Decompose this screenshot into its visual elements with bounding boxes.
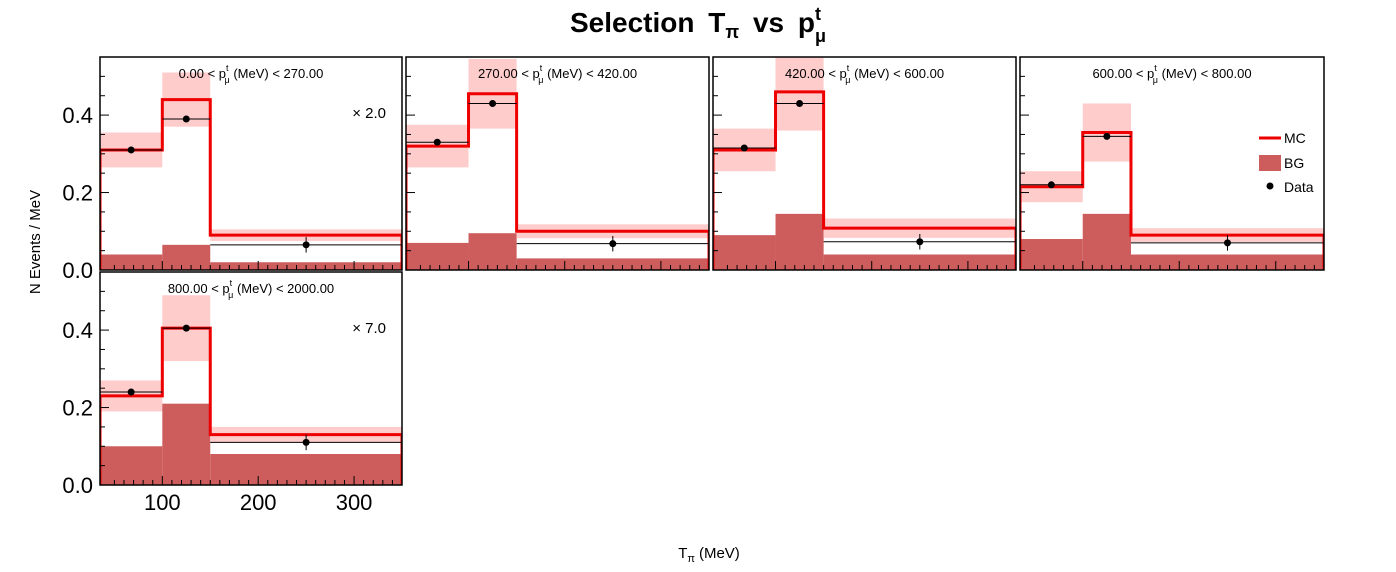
bg-bar — [516, 258, 709, 270]
data-point — [796, 99, 804, 107]
data-point — [740, 144, 748, 152]
panel-plot-area — [713, 57, 1016, 270]
data-point — [609, 240, 617, 248]
mc-histogram — [1020, 131, 1324, 270]
legend-bg-label: BG — [1284, 155, 1304, 171]
data-point — [182, 324, 190, 332]
panels-group: 0.00 < pt μ (MeV) < 270.00 × 2.0 0.0 0.2 0.4 2… — [62, 56, 1325, 515]
mc-error-band — [775, 57, 824, 131]
data-point — [127, 146, 135, 154]
panel-5: 800.00 < pt μ (MeV) < 2000.00 × 7.0 0.0 0.2 0… — [62, 271, 403, 515]
y-tick-label: 0.4 — [62, 318, 93, 343]
bg-bar — [406, 242, 469, 270]
y-axis-label: N Events / MeV — [27, 190, 44, 294]
panel-frame — [712, 56, 1017, 271]
x-tick-label: 200 — [240, 490, 277, 515]
panel-frame — [1019, 56, 1325, 271]
panel-frame — [99, 56, 403, 271]
legend-data-label: Data — [1284, 179, 1314, 195]
chart-title: Selection Tπ vs pt μ — [570, 4, 826, 46]
scale-factor: × 7.0 — [352, 320, 386, 337]
bg-bar — [100, 254, 163, 270]
bg-bar — [210, 454, 402, 485]
panel-plot-area — [100, 295, 402, 485]
y-tick-label: 0.0 — [62, 258, 93, 283]
bg-bar — [1020, 239, 1083, 270]
scale-factor: × 2.0 — [352, 105, 386, 122]
data-point — [1047, 181, 1055, 189]
panel-frame — [99, 271, 403, 486]
mc-histogram — [406, 92, 709, 270]
panel-plot-area — [406, 58, 709, 270]
bg-bar — [468, 233, 517, 270]
legend-data-marker — [1266, 182, 1274, 190]
panel-label: 270.00 < pt μ (MeV) < 420.00 — [478, 63, 637, 85]
panel-frame — [405, 56, 710, 271]
panel-label: 0.00 < pt μ (MeV) < 270.00 — [179, 63, 324, 85]
legend-bg-swatch — [1259, 155, 1281, 171]
y-tick-label: 0.4 — [62, 103, 93, 128]
data-point — [1103, 132, 1111, 140]
data-point — [302, 241, 310, 249]
data-point — [433, 138, 441, 146]
legend: MC BG Data — [1259, 130, 1314, 195]
panel-4: 600.00 < pt μ (MeV) < 800.00 — [1019, 56, 1325, 271]
data-point — [1223, 239, 1231, 247]
data-point — [182, 115, 190, 123]
panel-label: 800.00 < pt μ (MeV) < 2000.00 — [168, 278, 334, 300]
y-tick-label: 0.2 — [62, 396, 93, 421]
bg-bar — [713, 235, 776, 270]
panel-label: 600.00 < pt μ (MeV) < 800.00 — [1092, 63, 1251, 85]
data-point — [916, 238, 924, 246]
data-point — [489, 99, 497, 107]
panel-label: 420.00 < pt μ (MeV) < 600.00 — [785, 63, 944, 85]
data-point — [302, 438, 310, 446]
bg-bar — [162, 244, 211, 270]
panel-plot-area — [1020, 103, 1324, 270]
panel-plot-area — [100, 72, 402, 270]
y-tick-label: 0.0 — [62, 473, 93, 498]
bg-bar — [775, 213, 824, 270]
data-point — [127, 388, 135, 396]
bg-bar — [162, 403, 211, 485]
x-axis-label: Tπ (MeV) — [678, 545, 740, 565]
y-tick-label: 0.2 — [62, 181, 93, 206]
bg-bar — [100, 446, 163, 485]
x-tick-label: 100 — [144, 490, 181, 515]
bg-bar — [1082, 213, 1131, 270]
panel-2: 270.00 < pt μ (MeV) < 420.00 — [405, 56, 710, 271]
mc-histogram — [713, 90, 1016, 270]
panel-1: 0.00 < pt μ (MeV) < 270.00 × 2.0 0.0 0.2 0.4 — [62, 56, 403, 283]
legend-mc-label: MC — [1284, 130, 1306, 146]
panel-3: 420.00 < pt μ (MeV) < 600.00 — [712, 56, 1017, 271]
x-tick-label: 300 — [336, 490, 373, 515]
